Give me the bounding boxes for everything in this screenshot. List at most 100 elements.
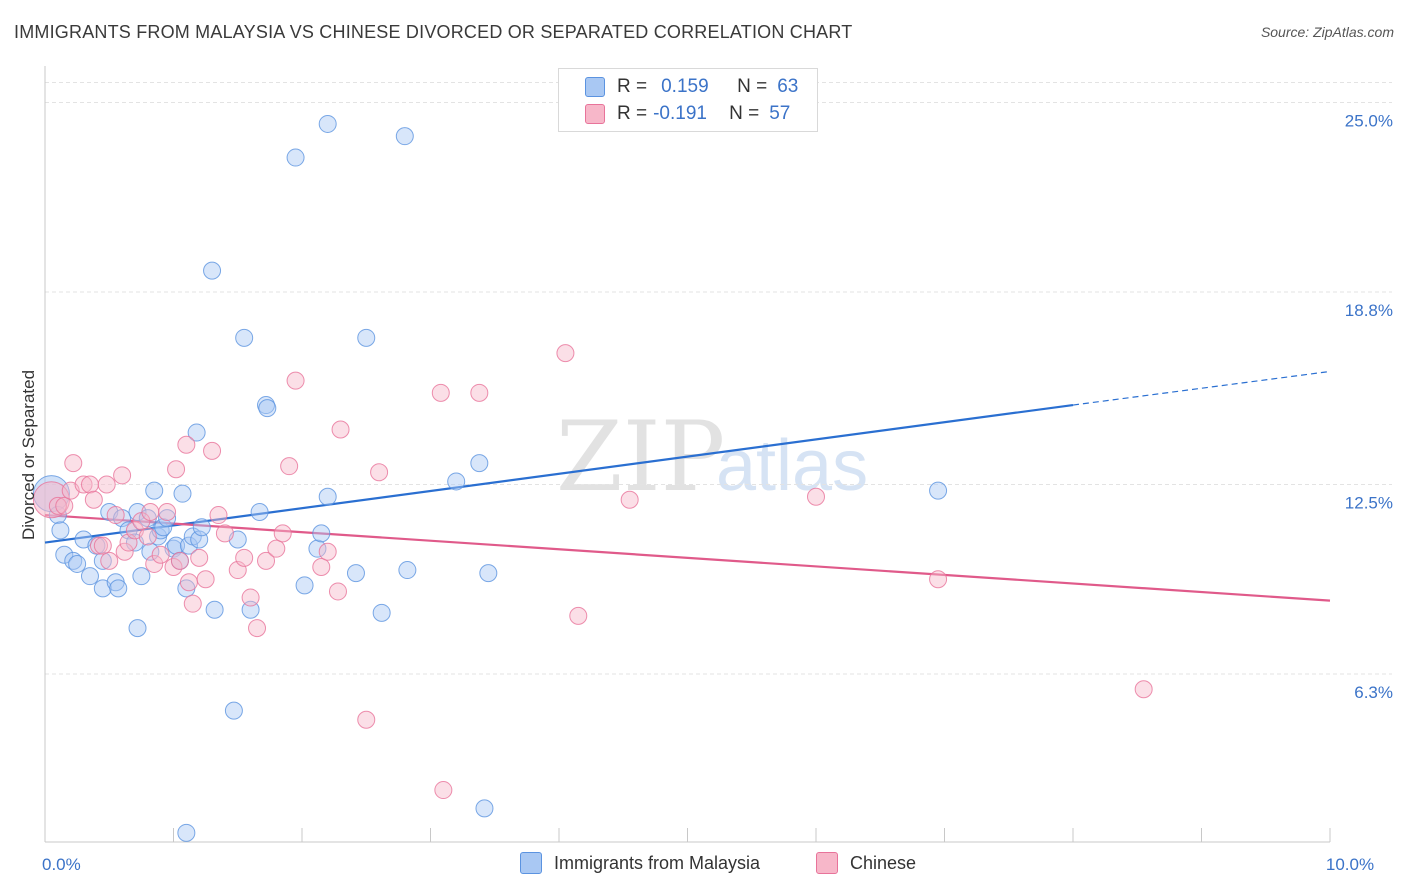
malaysia-point — [173, 484, 192, 503]
chinese-point — [556, 344, 575, 363]
chinese-point — [84, 490, 103, 509]
series-legend-malaysia[interactable]: Immigrants from Malaysia — [520, 852, 760, 874]
chinese-point — [55, 496, 74, 515]
tick-labels: 6.3% 12.5% 18.8% 25.0% 0.0% 10.0% — [42, 112, 1393, 874]
series-label-chinese: Chinese — [850, 852, 917, 873]
malaysia-point — [167, 536, 186, 555]
legend-swatch-malaysia — [585, 77, 605, 97]
chinese-point — [151, 545, 170, 564]
malaysia-point — [187, 423, 206, 442]
legend-r-value: -0.191 — [653, 103, 707, 124]
chinese-point — [929, 570, 948, 589]
malaysia-point — [128, 503, 147, 521]
malaysia-point — [346, 564, 365, 583]
chinese-point — [74, 475, 93, 494]
chinese-point — [145, 554, 164, 573]
legend-n-label: N = — [729, 103, 760, 124]
malaysia-point — [470, 454, 489, 473]
malaysia-point — [158, 509, 177, 528]
series-legend: Immigrants from Malaysia Chinese — [0, 852, 1406, 878]
chinese-point — [64, 454, 83, 473]
malaysia-point — [398, 561, 417, 580]
chinese-point — [807, 487, 825, 506]
malaysia-point — [475, 799, 494, 818]
malaysia-point — [154, 518, 173, 537]
chinese-point — [89, 536, 108, 555]
watermark-atlas: atlas — [716, 426, 868, 506]
chinese-point — [141, 503, 160, 521]
chinese-point — [106, 506, 125, 525]
malaysia-point — [357, 328, 376, 347]
malaysia-point — [258, 399, 277, 418]
chinese-point — [177, 435, 196, 454]
chinese-point — [241, 588, 260, 607]
legend-r-value: 0.159 — [661, 76, 709, 97]
malaysia-point — [318, 487, 337, 506]
chart-title: IMMIGRANTS FROM MALAYSIA VS CHINESE DIVO… — [14, 22, 853, 42]
malaysia-point — [203, 261, 222, 280]
malaysia-point — [250, 503, 269, 521]
malaysia-point — [179, 536, 198, 555]
series-legend-chinese[interactable]: Chinese — [816, 852, 916, 874]
malaysia-point — [308, 539, 327, 558]
malaysia-point — [192, 518, 211, 537]
watermark: ZIP atlas — [556, 401, 868, 513]
malaysia-point — [395, 127, 414, 146]
malaysia-point — [109, 579, 128, 598]
chinese-point — [431, 383, 450, 402]
series-swatch-malaysia — [520, 852, 542, 874]
chinese-point — [312, 558, 331, 576]
data-points — [32, 114, 1153, 842]
chinese-point — [331, 420, 350, 439]
chinese-point — [248, 619, 267, 638]
y-tick-label: 6.3% — [1354, 683, 1393, 702]
malaysia-point — [68, 554, 87, 573]
y-axis-title: Divorced or Separated — [19, 370, 38, 540]
legend-row-chinese: R = -0.191 N = 57 — [585, 102, 790, 126]
chinese-point — [113, 466, 132, 485]
chinese-point — [48, 496, 67, 515]
axes — [44, 66, 1331, 843]
legend-n-label: N = — [737, 76, 768, 97]
chinese-trend-line — [44, 513, 1331, 602]
malaysia-point — [51, 521, 70, 540]
chinese-point — [203, 441, 222, 460]
chinese-point — [257, 551, 276, 570]
source-label: Source: ZipAtlas.com — [1260, 24, 1394, 40]
chinese-point — [357, 710, 376, 729]
chinese-point — [138, 527, 157, 546]
chinese-point — [434, 781, 453, 800]
chinese-point — [215, 524, 234, 543]
chinese-point — [267, 539, 286, 558]
watermark-zip: ZIP — [556, 401, 725, 513]
y-tick-label: 12.5% — [1345, 494, 1393, 513]
legend-r-label: R = — [617, 76, 648, 97]
chinese-point — [209, 506, 228, 525]
chinese-point — [179, 573, 198, 592]
chinese-point — [286, 371, 305, 390]
legend-swatch-chinese — [585, 104, 605, 124]
malaysia-point — [312, 524, 331, 543]
legend-r-label: R = — [617, 103, 648, 124]
malaysia-point — [128, 619, 147, 638]
malaysia-point — [205, 600, 224, 619]
malaysia-point — [224, 701, 243, 720]
chinese-point — [97, 475, 116, 494]
malaysia-point — [286, 148, 305, 167]
chinese-point — [167, 460, 186, 479]
malaysia-point — [80, 567, 99, 586]
chinese-point — [183, 594, 202, 613]
x-tick-label: 0.0% — [42, 855, 81, 874]
malaysia-point — [257, 396, 276, 415]
malaysia-point — [132, 567, 151, 586]
chinese-point — [158, 503, 177, 521]
chinese-point — [1134, 680, 1153, 699]
chinese-point — [132, 512, 151, 531]
malaysia-point — [241, 600, 260, 619]
malaysia-point — [372, 603, 391, 622]
legend-row-malaysia: R = 0.159 N = 63 — [585, 75, 798, 99]
chinese-point — [190, 548, 209, 567]
series-swatch-chinese — [816, 852, 838, 874]
chinese-point — [115, 542, 134, 561]
